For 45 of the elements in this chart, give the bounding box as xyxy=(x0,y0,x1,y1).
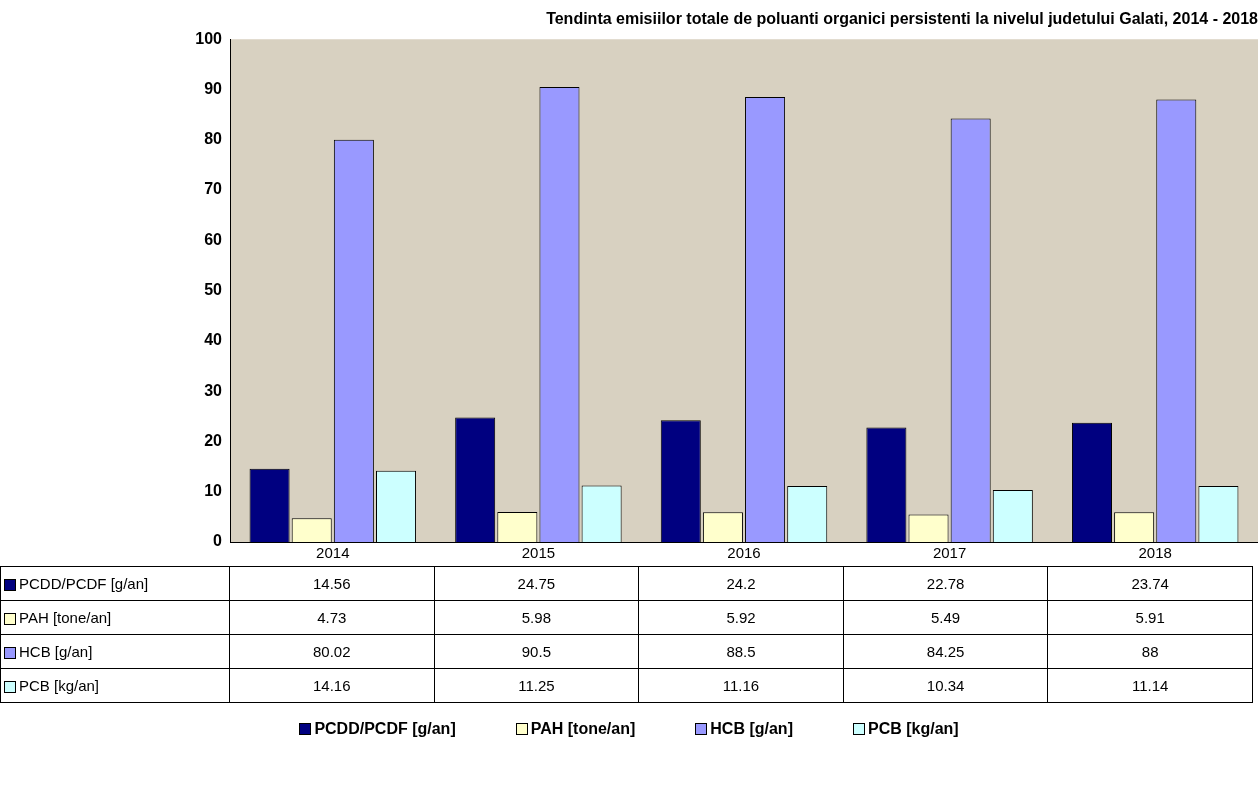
legend-label: PCB [kg/an] xyxy=(866,720,959,738)
data-label: 24.2 xyxy=(638,566,844,601)
data-label: 11.25 xyxy=(434,668,639,703)
y-tick-label: 90 xyxy=(204,79,223,97)
data-label: 80.02 xyxy=(229,634,435,669)
x-tick-label: 2015 xyxy=(521,544,556,562)
legend-label: HCB [g/an] xyxy=(709,720,793,738)
data-label: 11.14 xyxy=(1047,668,1253,703)
data-label: 14.16 xyxy=(229,668,435,703)
y-tick-label: 0 xyxy=(213,532,223,550)
data-label: 14.56 xyxy=(229,566,435,601)
legend-label: PAH [tone/an] xyxy=(529,720,636,738)
y-tick-label: 40 xyxy=(204,331,223,349)
data-label: 88.5 xyxy=(638,634,844,669)
x-tick-label: 2014 xyxy=(316,544,350,562)
y-tick-label: 30 xyxy=(204,381,223,399)
text: PCB [kg/an] xyxy=(19,677,100,694)
chart-title: Tendinta emisiilor totale de poluanti organici persistenti la nivelul judetului Galati, 2014 - 2018 xyxy=(546,10,1258,28)
y-tick-label: 100 xyxy=(195,29,223,47)
x-tick-label: 2018 xyxy=(1138,544,1172,562)
data-label: 22.78 xyxy=(843,566,1048,601)
data-label: 88 xyxy=(1047,634,1253,669)
data-label: 24.75 xyxy=(434,566,639,601)
text: HCB [g/an] xyxy=(19,643,93,660)
data-label: 10.34 xyxy=(843,668,1048,703)
data-label: 5.98 xyxy=(434,600,639,635)
x-tick-label: 2016 xyxy=(727,544,761,562)
y-tick-label: 50 xyxy=(204,281,223,299)
data-label: 5.92 xyxy=(638,600,844,635)
y-tick-label: 60 xyxy=(204,230,223,248)
data-label: 11.16 xyxy=(638,668,844,703)
data-label: 5.49 xyxy=(843,600,1048,635)
data-label: 90.5 xyxy=(434,634,639,669)
legend-label: PCDD/PCDF [g/an] xyxy=(0,566,230,601)
text: PCDD/PCDF [g/an] xyxy=(314,720,456,737)
text: PAH [tone/an] xyxy=(19,609,112,626)
y-tick-label: 70 xyxy=(204,180,223,198)
y-tick-label: 20 xyxy=(204,431,223,449)
y-tick-label: 10 xyxy=(204,482,223,500)
x-tick-label: 2017 xyxy=(932,544,967,562)
data-label: 4.73 xyxy=(229,600,435,635)
data-label: 23.74 xyxy=(1047,566,1253,601)
y-tick-label: 80 xyxy=(204,130,223,148)
data-label: 5.91 xyxy=(1047,600,1253,635)
data-label: 84.25 xyxy=(843,634,1048,669)
